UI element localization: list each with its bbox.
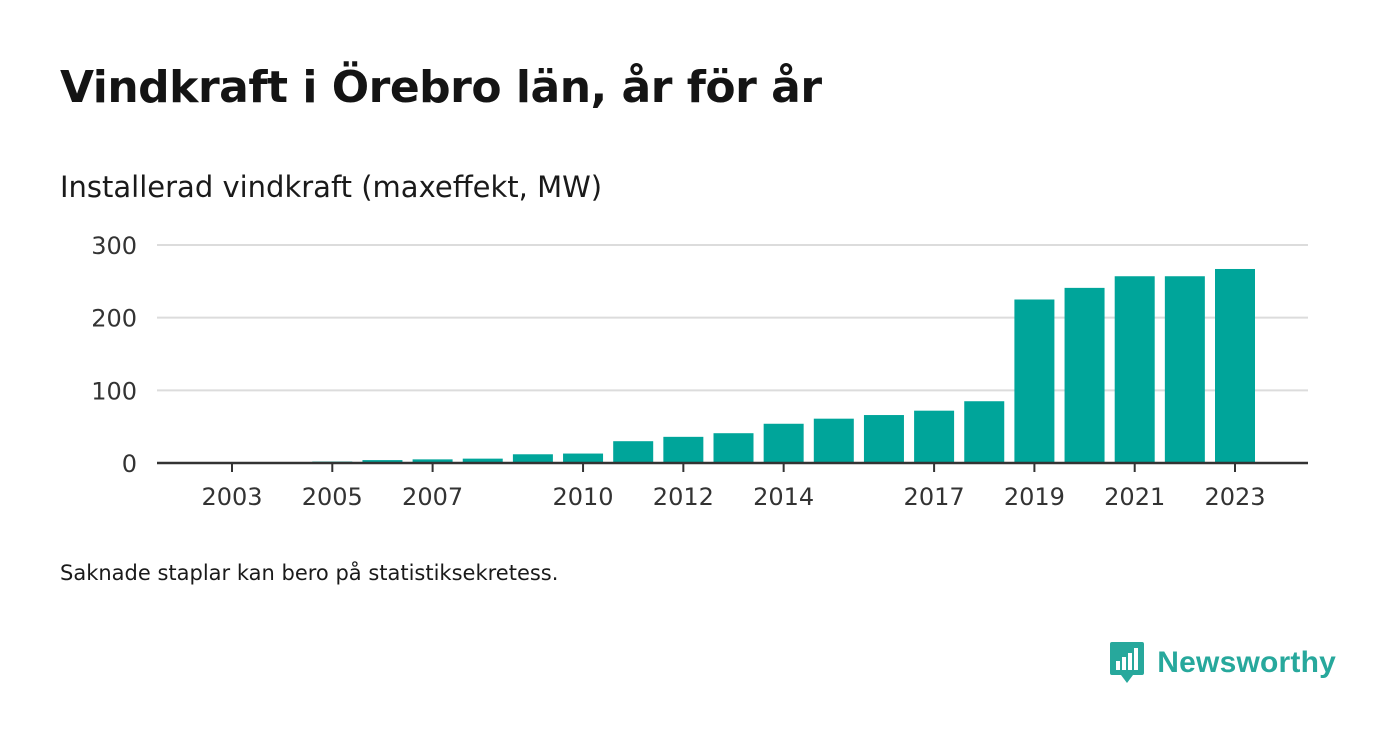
bars (312, 268, 1255, 463)
y-tick-label: 0 (122, 450, 137, 478)
brand-logo[interactable]: Newsworthy (1109, 640, 1336, 686)
bar-2011 (613, 441, 654, 463)
bar-2013 (713, 433, 754, 463)
y-tick-label: 100 (91, 377, 137, 405)
x-tick-label: 2010 (553, 483, 614, 511)
chart-title: Vindkraft i Örebro län, år för år (60, 62, 822, 113)
bar-2018 (964, 401, 1005, 463)
x-tick-label: 2021 (1104, 483, 1165, 511)
chart-subtitle: Installerad vindkraft (maxeffekt, MW) (60, 170, 603, 204)
bar-2016 (863, 415, 904, 463)
x-tick-label: 2023 (1204, 483, 1265, 511)
bar-2021 (1114, 276, 1155, 463)
bar-2009 (512, 454, 553, 463)
bar-2007 (412, 459, 453, 463)
bar-2014 (763, 423, 804, 463)
bar-2012 (663, 436, 704, 463)
bar-2020 (1064, 287, 1105, 463)
x-tick-label: 2005 (302, 483, 363, 511)
x-tick-label: 2014 (753, 483, 814, 511)
brand-name: Newsworthy (1157, 646, 1336, 679)
bar-2015 (813, 418, 854, 463)
y-tick-label: 200 (91, 305, 137, 333)
x-tick-label: 2012 (653, 483, 714, 511)
bar-2019 (1014, 299, 1055, 463)
y-tick-label: 300 (91, 232, 137, 260)
x-tick-label: 2017 (904, 483, 965, 511)
x-tick-label: 2007 (402, 483, 463, 511)
newsworthy-logo-icon (1110, 642, 1145, 683)
bar-2006 (362, 460, 403, 463)
x-tick-label: 2019 (1004, 483, 1065, 511)
bar-2023 (1215, 268, 1255, 463)
x-tick-label: 2003 (201, 483, 262, 511)
bar-2017 (914, 410, 955, 463)
y-axis-ticks: 0 100 200 300 (91, 232, 137, 478)
bar-2008 (462, 458, 503, 463)
x-axis-ticks: 2003 2005 2007 2010 2012 2014 2017 2019 2021 2023 (201, 463, 1266, 511)
bar-2010 (563, 453, 604, 463)
footnote: Saknade staplar kan bero på statistiksek… (60, 561, 559, 585)
bar-2022 (1164, 276, 1205, 463)
